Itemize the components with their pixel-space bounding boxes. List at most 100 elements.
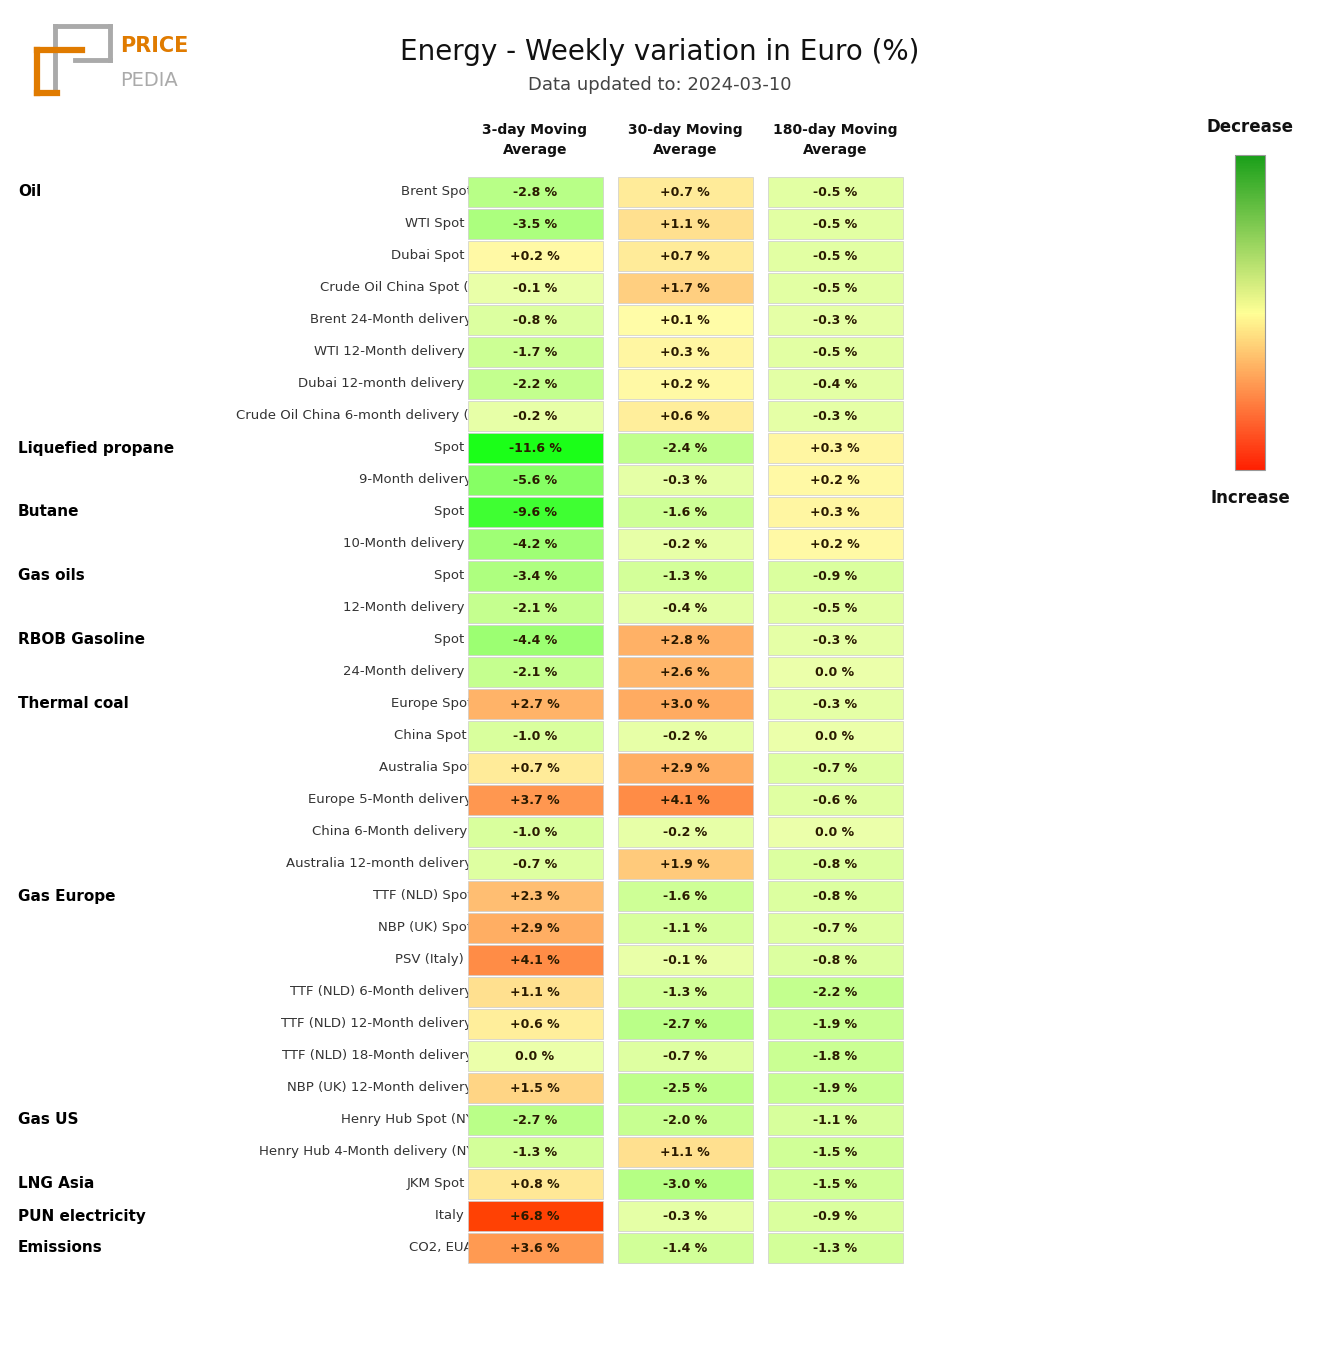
Bar [1236,441,1265,444]
Text: +4.1 %: +4.1 % [510,954,560,966]
Text: Increase: Increase [1210,489,1290,508]
Bar [467,1041,602,1071]
Text: -0.7 %: -0.7 % [813,921,857,935]
Bar [618,337,752,366]
Bar [618,497,752,527]
Text: -0.3 %: -0.3 % [813,634,857,646]
Text: Dubai 12-month delivery (CME): Dubai 12-month delivery (CME) [298,377,508,391]
Bar [467,176,602,208]
Bar [1236,209,1265,210]
Bar [618,1137,752,1167]
Text: -2.5 %: -2.5 % [663,1082,708,1095]
Bar [1236,437,1265,438]
Bar [618,176,752,208]
Bar [1236,231,1265,232]
Bar [1236,402,1265,404]
Text: +0.2 %: +0.2 % [810,537,859,551]
Bar [1236,309,1265,311]
Text: Italy (GME): Italy (GME) [434,1209,508,1223]
Bar [767,402,903,432]
Text: -0.4 %: -0.4 % [663,601,708,615]
Bar [1236,155,1265,156]
Bar [618,626,752,655]
Bar [1236,377,1265,379]
Bar [767,465,903,495]
Bar [1236,243,1265,244]
Bar [767,209,903,239]
Bar [1236,263,1265,265]
Bar [1236,201,1265,202]
Bar [467,273,602,303]
Bar [1236,410,1265,411]
Bar [467,913,602,943]
Bar [1236,292,1265,293]
Bar [1236,404,1265,406]
Bar [1236,366,1265,368]
Bar [1236,191,1265,193]
Bar [1236,262,1265,263]
Bar [1236,346,1265,347]
Bar [1236,407,1265,408]
Bar [1236,436,1265,437]
Bar [1236,392,1265,395]
Bar [767,337,903,366]
Text: Butane: Butane [18,505,79,520]
Text: Crude Oil China Spot (SHFE): Crude Oil China Spot (SHFE) [321,281,508,294]
Text: -2.2 %: -2.2 % [813,985,857,999]
Text: Gas Europe: Gas Europe [18,889,116,904]
Bar [467,881,602,911]
Bar [467,1105,602,1134]
Bar [1236,350,1265,351]
Text: -0.7 %: -0.7 % [513,858,557,870]
Text: -0.7 %: -0.7 % [663,1049,708,1063]
Bar [467,305,602,335]
Text: -1.6 %: -1.6 % [663,506,708,518]
Bar [618,784,752,816]
Bar [467,753,602,783]
Text: 12-Month delivery (CME): 12-Month delivery (CME) [343,601,508,615]
Bar [1236,274,1265,277]
Bar [1236,430,1265,432]
Bar [618,1201,752,1231]
Text: -1.6 %: -1.6 % [663,889,708,902]
Text: -1.3 %: -1.3 % [513,1145,557,1159]
Bar [618,977,752,1007]
Bar [1236,445,1265,446]
Bar [467,626,602,655]
Text: -0.9 %: -0.9 % [813,570,857,582]
Bar [1236,425,1265,426]
Bar [1236,293,1265,296]
Bar [467,1234,602,1263]
Text: -0.2 %: -0.2 % [663,537,708,551]
Text: -0.5 %: -0.5 % [813,601,857,615]
Bar [1236,172,1265,174]
Text: 3-day Moving
Average: 3-day Moving Average [483,123,587,157]
Text: LNG Asia: LNG Asia [18,1177,94,1191]
Bar [467,369,602,399]
Bar [1236,182,1265,183]
Bar [767,626,903,655]
Bar [1236,338,1265,339]
Text: Australia 12-month delivery (ICE): Australia 12-month delivery (ICE) [286,858,508,870]
Bar [618,1168,752,1200]
Text: Crude Oil China 6-month delivery (SHFE): Crude Oil China 6-month delivery (SHFE) [236,410,508,422]
Bar [1236,258,1265,259]
Bar [1236,174,1265,175]
Text: +2.3 %: +2.3 % [511,889,560,902]
Bar [1236,278,1265,280]
Text: -0.3 %: -0.3 % [663,1209,708,1223]
Bar [1236,199,1265,201]
Text: JKM Spot (CME): JKM Spot (CME) [407,1178,508,1190]
Bar [1236,224,1265,225]
Bar [1236,296,1265,297]
Bar [1236,444,1265,445]
Bar [1236,251,1265,252]
Text: -1.5 %: -1.5 % [813,1145,857,1159]
Bar [1236,414,1265,415]
Bar [1236,415,1265,417]
Text: 0.0 %: 0.0 % [515,1049,554,1063]
Text: 0.0 %: 0.0 % [816,665,854,678]
Bar [467,337,602,366]
Text: +0.7 %: +0.7 % [510,761,560,775]
Bar [1236,384,1265,385]
